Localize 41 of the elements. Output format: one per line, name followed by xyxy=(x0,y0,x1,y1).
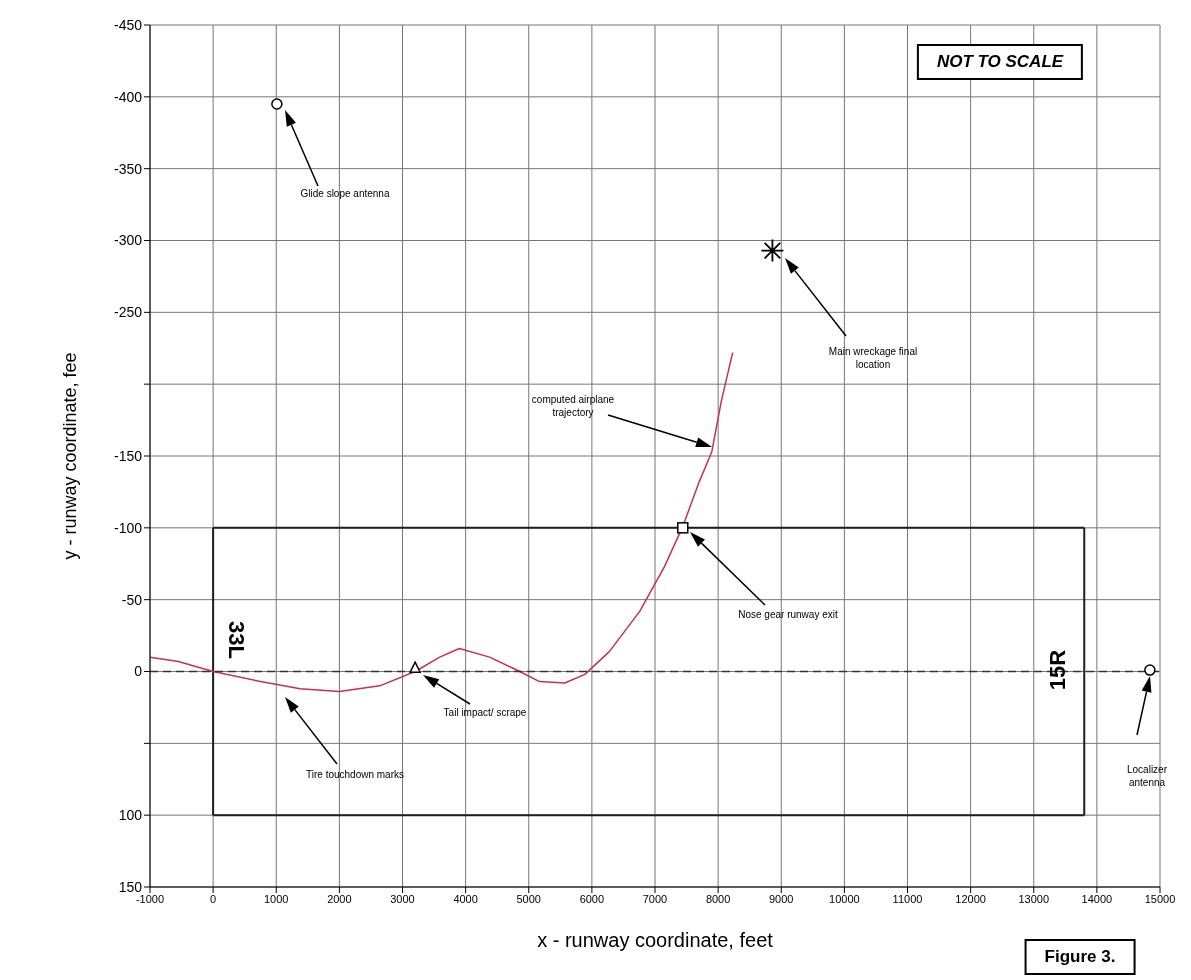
annotation: computed airplane trajectory xyxy=(530,393,616,419)
y-tick-label: -300 xyxy=(113,232,143,249)
x-tick-label: 10000 xyxy=(829,892,860,905)
x-tick-label: 5000 xyxy=(516,892,541,905)
x-tick-label: 12000 xyxy=(955,892,986,905)
annotation: Tail impact/ scrape xyxy=(442,705,528,719)
x-tick-label: 8000 xyxy=(705,892,731,905)
x-tick-label: 13000 xyxy=(1018,892,1050,905)
x-tick-label: -1000 xyxy=(135,892,165,905)
y-tick-label: -100 xyxy=(113,519,143,536)
annotation: 15R xyxy=(1045,649,1071,691)
annotation: Nose gear runway exit xyxy=(737,607,839,621)
annotation: Main wreckage final location xyxy=(827,345,919,371)
y-tick-label: 100 xyxy=(118,807,143,824)
x-tick-label: 11000 xyxy=(892,892,923,905)
y-tick-label: -450 xyxy=(113,16,143,33)
x-tick-label: 15000 xyxy=(1144,892,1176,905)
x-tick-label: 9000 xyxy=(769,892,794,905)
x-tick-label: 1000 xyxy=(264,892,289,905)
y-tick-label: -250 xyxy=(113,304,143,321)
x-tick-label: 2000 xyxy=(327,892,352,905)
y-axis-title: y - runway coordinate, fee xyxy=(60,352,81,560)
annotation: Glide slope antenna xyxy=(299,186,391,200)
x-tick-label: 7000 xyxy=(642,892,668,905)
x-tick-label: 3000 xyxy=(390,892,415,905)
y-tick-label: -50 xyxy=(121,591,143,608)
annotation: NOT TO SCALE xyxy=(916,44,1084,80)
y-tick-label: -150 xyxy=(113,447,143,464)
x-axis-title: x - runway coordinate, feet xyxy=(537,929,774,951)
x-tick-label: 4000 xyxy=(453,892,478,905)
x-tick-label: 6000 xyxy=(579,892,605,905)
x-tick-label: 0 xyxy=(210,892,217,905)
y-tick-label: 0 xyxy=(134,663,143,680)
x-tick-label: 14000 xyxy=(1081,892,1113,905)
y-tick-label: -350 xyxy=(113,160,143,177)
annotation: Tire touchdown marks xyxy=(305,767,405,781)
caption: Figure 3. xyxy=(1024,939,1136,975)
y-tick-label: 150 xyxy=(118,878,143,895)
y-tick-label: -400 xyxy=(113,88,143,105)
annotation: 33L xyxy=(223,621,249,659)
annotation: Localizer antenna xyxy=(1126,763,1168,789)
